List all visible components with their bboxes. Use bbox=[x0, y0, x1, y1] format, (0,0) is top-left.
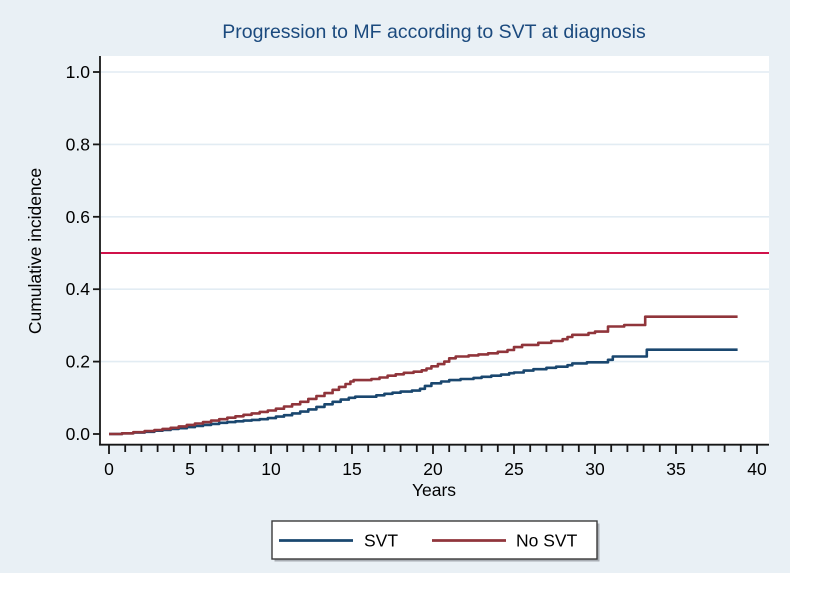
y-tick-label-0.0: 0.0 bbox=[66, 424, 91, 444]
legend-label-no-svt: No SVT bbox=[516, 531, 578, 551]
legend: SVT No SVT bbox=[271, 520, 600, 562]
x-tick-label-20: 20 bbox=[423, 459, 443, 479]
x-tick-label-10: 10 bbox=[261, 459, 281, 479]
y-tick-label-0.2: 0.2 bbox=[66, 352, 90, 372]
y-axis-ticks: 0.0 0.2 0.4 0.6 0.8 1.0 bbox=[66, 62, 100, 444]
series-curve-svt bbox=[109, 348, 738, 436]
x-tick-label-25: 25 bbox=[504, 459, 523, 479]
x-tick-label-30: 30 bbox=[585, 459, 605, 479]
series-curve-no-svt bbox=[109, 315, 738, 436]
x-tick-label-40: 40 bbox=[747, 459, 767, 479]
x-tick-label-0: 0 bbox=[104, 459, 114, 479]
y-tick-label-1.0: 1.0 bbox=[66, 62, 91, 82]
y-tick-label-0.6: 0.6 bbox=[66, 207, 90, 227]
gridlines bbox=[101, 71, 769, 363]
y-tick-label-0.8: 0.8 bbox=[66, 134, 90, 154]
chart-title: Progression to MF according to SVT at di… bbox=[222, 21, 646, 43]
y-tick-label-0.4: 0.4 bbox=[66, 279, 91, 299]
x-axis-title: Years bbox=[412, 480, 456, 500]
x-tick-label-5: 5 bbox=[185, 459, 195, 479]
x-tick-label-35: 35 bbox=[666, 459, 685, 479]
y-axis-title: Cumulative incidence bbox=[25, 168, 45, 334]
legend-label-svt: SVT bbox=[364, 531, 398, 551]
x-tick-label-15: 15 bbox=[342, 459, 361, 479]
plot-area bbox=[100, 56, 769, 444]
x-axis-ticks: 0 5 10 15 20 25 30 35 40 bbox=[104, 445, 767, 479]
series-curves bbox=[109, 315, 738, 436]
